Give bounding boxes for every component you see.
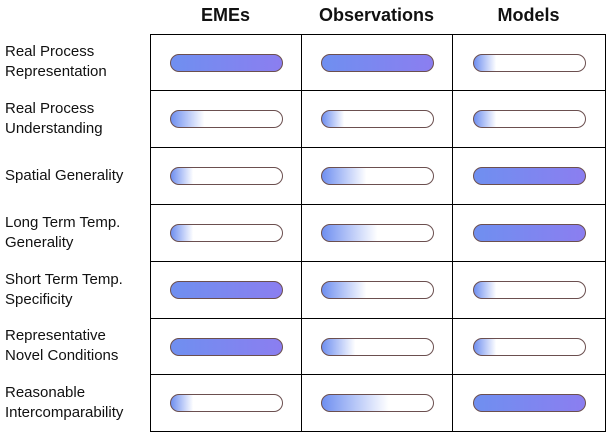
rating-bar [320,337,434,356]
rating-bar [320,281,434,299]
cell-observations [302,375,452,431]
rating-bar [320,224,434,242]
rating-bar [169,167,283,185]
rating-bar [320,110,434,128]
rating-bar [320,53,434,72]
column-header-emes: EMEs [200,5,251,25]
row-label: Spatial Generality [5,166,124,184]
cell-observations [302,91,452,147]
row-label: Representative Novel Conditions [5,327,119,364]
cell-models [453,375,605,431]
cell-models [453,319,605,374]
rating-bar [472,281,586,299]
cell-models [453,262,605,318]
rating-bar [169,224,283,242]
cell-emes [151,148,301,204]
cell-models [453,35,605,90]
row-label: Long Term Temp. Generality [5,213,121,251]
rating-bar [320,394,434,412]
grid-row-divider [151,374,605,375]
grid-row-divider [151,204,605,205]
row-label: Real Process Representation [5,43,107,80]
cell-emes [151,375,301,431]
grid-row-divider [151,261,605,262]
grid-column-divider [452,35,453,431]
rating-bar [169,53,283,72]
grid-column-divider [301,35,302,431]
grid-row-divider [151,147,605,148]
cell-emes [151,91,301,147]
rating-bar [472,167,586,185]
cell-emes [151,205,301,261]
row-label: Reasonable Intercomparability [5,383,124,421]
rating-bar [472,394,586,412]
rating-bar [472,337,586,356]
rating-bar [472,224,586,242]
column-header-models: Models [497,5,560,25]
rating-bar [472,53,586,72]
cell-emes [151,262,301,318]
cell-emes [151,35,301,90]
rating-bar [169,337,283,356]
cell-emes [151,319,301,374]
cell-observations [302,205,452,261]
cell-observations [302,319,452,374]
cell-observations [302,35,452,90]
rating-bar [169,394,283,412]
rating-bar [169,110,283,128]
cell-models [453,91,605,147]
rating-bar [472,110,586,128]
cell-models [453,148,605,204]
column-header-observations: Observations [318,5,435,25]
cell-models [453,205,605,261]
cell-observations [302,148,452,204]
grid-row-divider [151,90,605,91]
comparison-grid [150,34,606,432]
rating-bar [169,281,283,299]
cell-observations [302,262,452,318]
rating-bar [320,167,434,185]
row-label: Short Term Temp. Specificity [5,270,123,308]
grid-row-divider [151,318,605,319]
row-label: Real Process Understanding [5,99,103,137]
